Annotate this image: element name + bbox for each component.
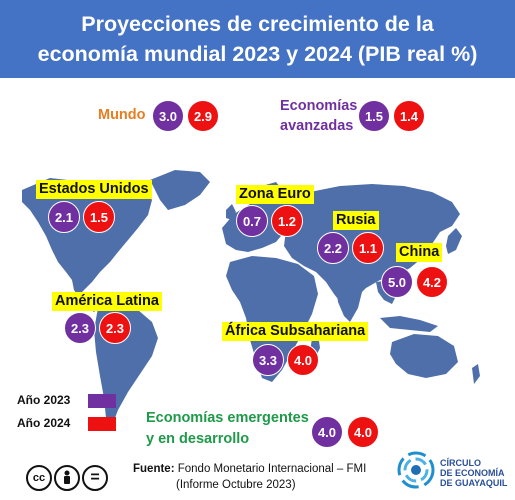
no-derivatives-icon: =	[82, 465, 108, 491]
africa-shape	[226, 256, 318, 382]
uk-shape	[226, 204, 236, 220]
rusia-label: Rusia	[333, 211, 379, 230]
legend-2024-swatch	[88, 417, 116, 431]
logo-line-1: CÍRCULO	[440, 458, 481, 468]
logo-line-3: DE GUAYAQUIL	[440, 478, 508, 488]
emergentes-2024-bubble: 4.0	[347, 416, 379, 448]
avanzadas-label-line-1: Economías	[280, 98, 358, 114]
emergentes-2023-bubble: 4.0	[311, 416, 343, 448]
title-line-1: Proyecciones de crecimiento de la	[81, 12, 434, 36]
legend-2023-label: Año 2023	[17, 393, 71, 407]
mundo-label: Mundo	[98, 107, 146, 123]
estados-unidos-label: Estados Unidos	[36, 180, 152, 199]
source-text: Fondo Monetario Internacional – FMI	[177, 463, 367, 475]
person-icon	[64, 470, 70, 484]
japan-shape	[446, 228, 462, 254]
legend-2024-label: Año 2024	[17, 416, 71, 430]
china-2024-bubble: 4.2	[416, 266, 448, 298]
legend-2023-swatch	[88, 394, 116, 408]
emergentes-label-line-2: y en desarrollo	[146, 431, 250, 447]
title-banner: Proyecciones de crecimiento de la econom…	[0, 0, 515, 78]
indonesia-shape	[380, 316, 438, 332]
logo-line-2: DE ECONOMÍA	[440, 468, 505, 478]
title-line-2: economía mundial 2023 y 2024 (PIB real %…	[37, 42, 478, 66]
australia-shape	[390, 334, 458, 378]
emergentes-label-line-1: Economías emergentes	[146, 410, 309, 426]
avanzadas-label-line-2: avanzadas	[280, 118, 354, 134]
india-shape	[336, 284, 362, 322]
china-2023-bubble: 5.0	[381, 266, 413, 298]
estados-unidos-2024-bubble: 1.5	[83, 201, 115, 233]
source-line-2: (Informe Octubre 2023)	[176, 479, 296, 491]
source-label: Fuente:	[133, 463, 175, 475]
new-zealand-shape	[472, 364, 480, 384]
africa-2023-bubble: 3.3	[252, 344, 284, 376]
africa-2024-bubble: 4.0	[287, 344, 319, 376]
greenland-shape	[150, 170, 210, 210]
rusia-2023-bubble: 2.2	[317, 232, 349, 264]
avanzadas-2023-bubble: 1.5	[358, 100, 390, 132]
rusia-2024-bubble: 1.1	[352, 232, 384, 264]
circulo-logo-icon	[397, 451, 435, 489]
zona-euro-label: Zona Euro	[236, 185, 314, 204]
avanzadas-2024-bubble: 1.4	[393, 100, 425, 132]
america-latina-label: América Latina	[52, 292, 162, 311]
attribution-icon	[54, 465, 80, 491]
america-latina-2024-bubble: 2.3	[99, 312, 131, 344]
mundo-2023-bubble: 3.0	[152, 100, 184, 132]
cc-icon: cc	[26, 465, 52, 491]
source-line-1: Fuente: Fondo Monetario Internacional – …	[133, 463, 366, 475]
china-label: China	[396, 243, 443, 262]
estados-unidos-2023-bubble: 2.1	[48, 201, 80, 233]
africa-subsahariana-label: África Subsahariana	[222, 322, 369, 341]
america-latina-2023-bubble: 2.3	[64, 312, 96, 344]
zona-euro-2024-bubble: 1.2	[271, 205, 303, 237]
zona-euro-2023-bubble: 0.7	[236, 205, 268, 237]
mundo-2024-bubble: 2.9	[187, 100, 219, 132]
